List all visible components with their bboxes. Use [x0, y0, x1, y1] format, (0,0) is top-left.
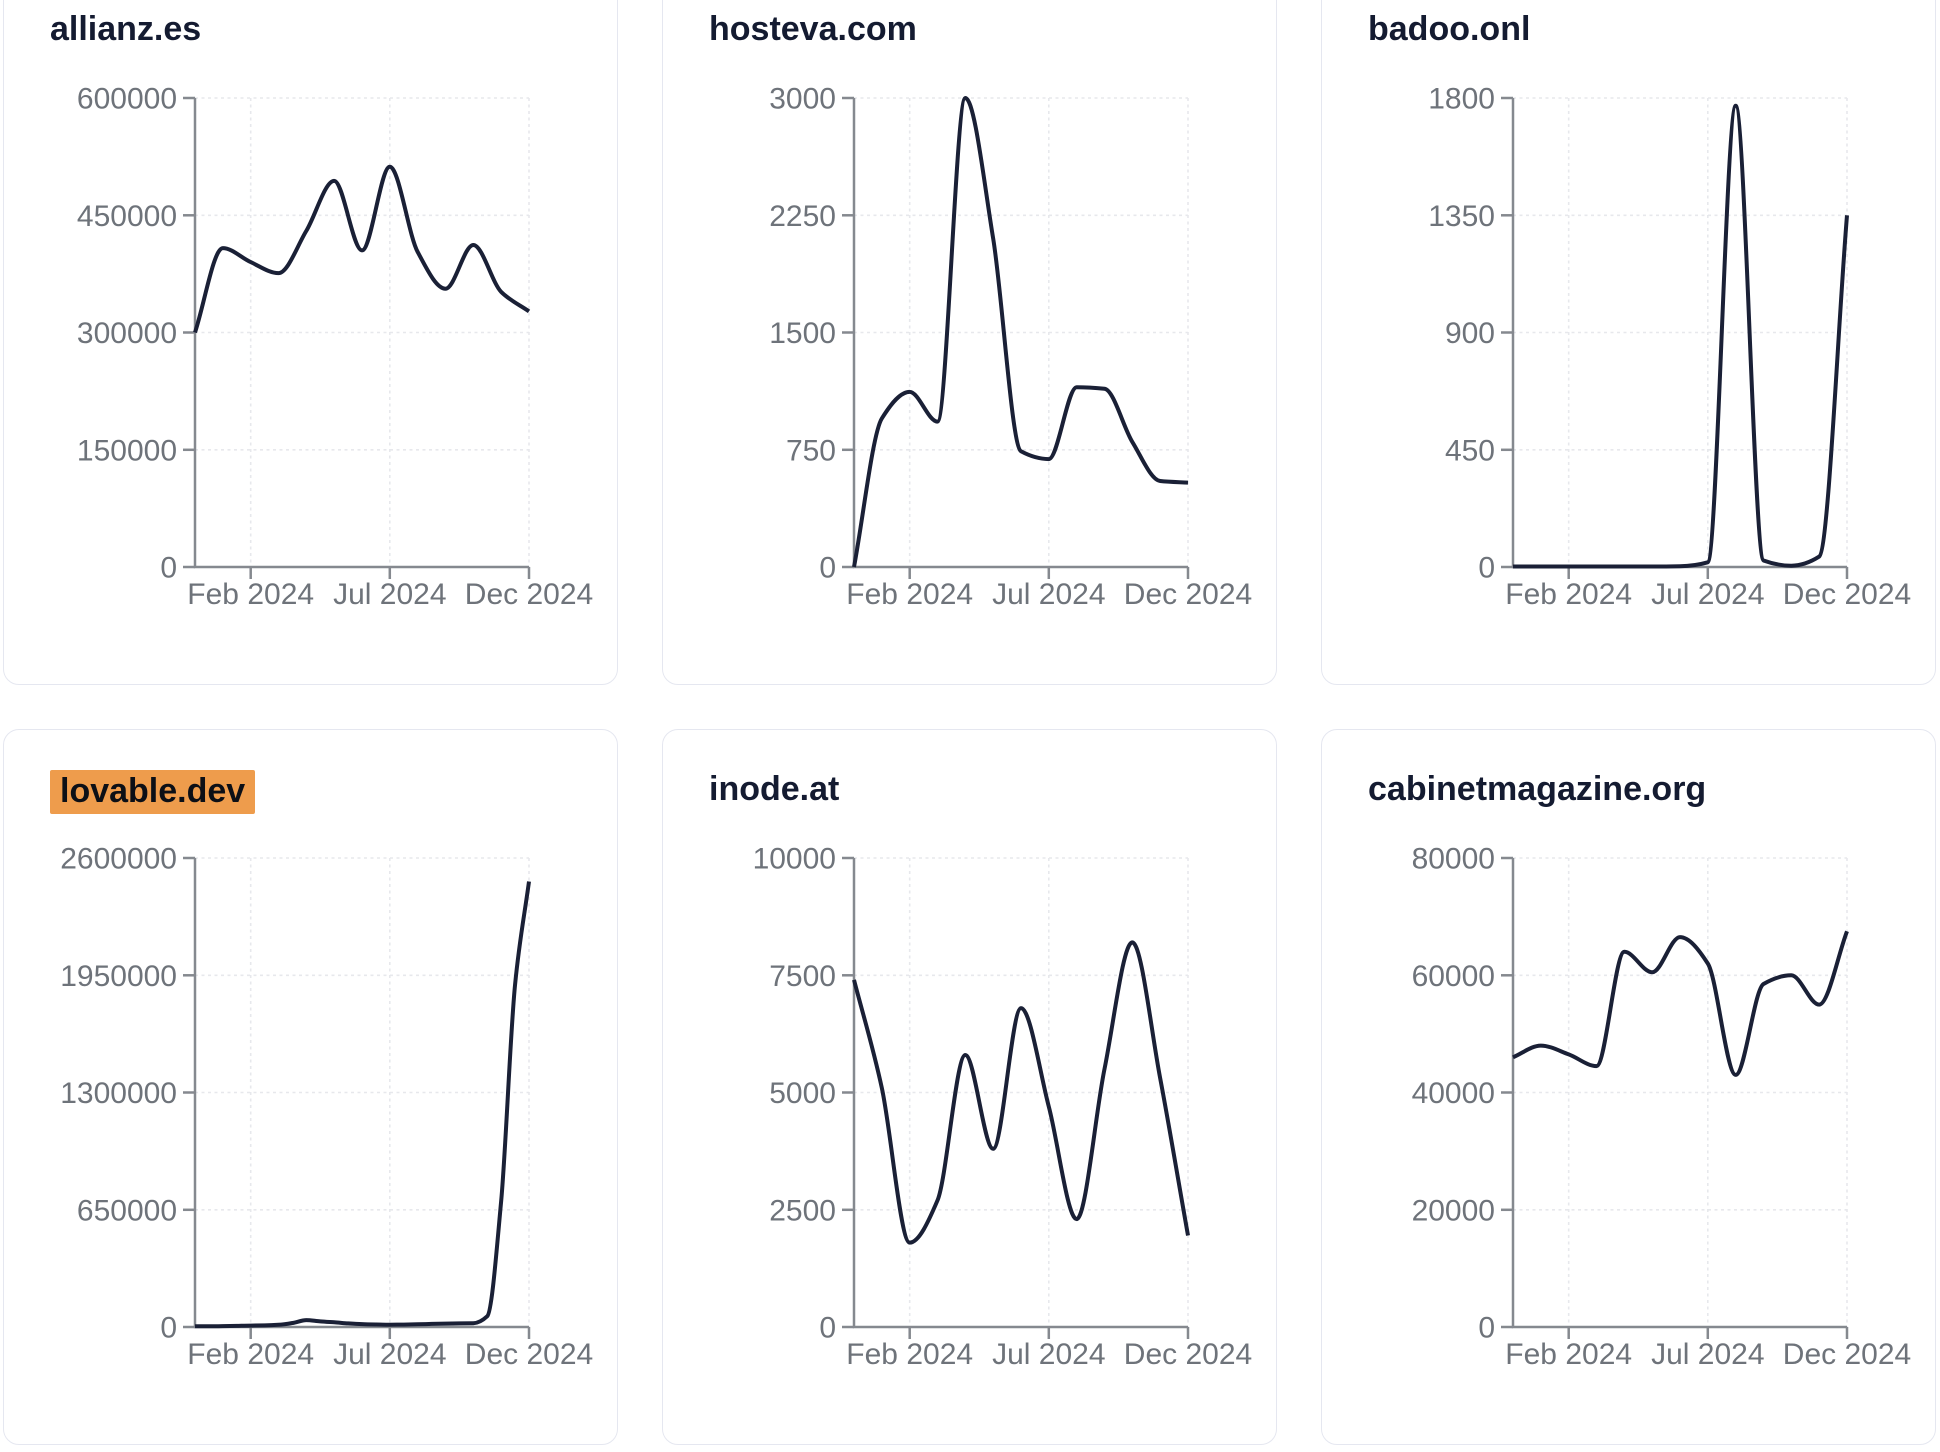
- axis-lines: [852, 858, 1188, 1329]
- y-tick-label: 150000: [77, 434, 177, 467]
- chart-title: allianz.es: [50, 10, 201, 48]
- y-tick-label: 2500: [769, 1194, 836, 1227]
- domain-label: allianz.es: [50, 10, 202, 48]
- x-tick-label: Jul 2024: [992, 1338, 1105, 1371]
- y-tick-label: 2250: [769, 200, 836, 233]
- traffic-line-chart: 0 450 900 1350 1800 Feb 2024 Jul 2024 Dec 2024: [1428, 83, 1911, 612]
- chart-title: cabinetmagazine.org: [1368, 770, 1706, 808]
- domain-label: inode.at: [709, 770, 840, 808]
- x-tick-label: Dec 2024: [1124, 1338, 1252, 1371]
- y-tick-label: 7500: [769, 960, 836, 993]
- chart-title: lovable.dev: [50, 770, 256, 814]
- y-tick-label: 450: [1445, 434, 1495, 467]
- chart-card-allianz-es[interactable]: allianz.es 0 150000 300000 450000 600000 Feb …: [3, 0, 618, 685]
- y-tick-label: 5000: [769, 1077, 836, 1110]
- y-tick-label: 20000: [1412, 1194, 1495, 1227]
- traffic-line-chart: 0 2500 5000 7500 10000 Feb 2024 Jul 2024 Dec 20…: [753, 843, 1253, 1372]
- traffic-line-chart: 0 20000 40000 60000 80000 Feb 2024 Jul 2024 Dec…: [1412, 843, 1912, 1372]
- y-tick-label: 0: [819, 1312, 836, 1345]
- y-tick-label: 900: [1445, 317, 1495, 350]
- traffic-series-line: [193, 164, 531, 334]
- x-tick-label: Feb 2024: [187, 578, 314, 611]
- domain-label: hosteva.com: [709, 10, 917, 48]
- axis-lines: [1511, 98, 1847, 569]
- axis-lines: [1511, 858, 1847, 1329]
- x-tick-label: Feb 2024: [846, 1338, 973, 1371]
- chart-title: hosteva.com: [709, 10, 917, 48]
- traffic-series-line: [852, 96, 1189, 568]
- y-tick-label: 1800: [1428, 83, 1495, 116]
- x-tick-label: Jul 2024: [992, 578, 1105, 611]
- y-tick-label: 650000: [77, 1194, 177, 1227]
- x-tick-label: Dec 2024: [1783, 1338, 1911, 1371]
- traffic-series-line: [852, 940, 1190, 1245]
- y-tick-label: 600000: [77, 83, 177, 116]
- traffic-series-line: [195, 881, 531, 1329]
- y-tick-label: 1350: [1428, 200, 1495, 233]
- y-tick-label: 40000: [1412, 1077, 1495, 1110]
- x-tick-label: Feb 2024: [1505, 1338, 1632, 1371]
- chart-card-hosteva-com[interactable]: hosteva.com 0 750 1500 2250 3000 Feb 2024 Jul …: [662, 0, 1277, 685]
- y-tick-label: 1500: [769, 317, 836, 350]
- y-tick-label: 1950000: [60, 960, 177, 993]
- traffic-series-line: [1513, 103, 1849, 569]
- x-tick-label: Feb 2024: [187, 1338, 314, 1371]
- y-tick-label: 0: [160, 552, 177, 585]
- chart-card-badoo-onl[interactable]: badoo.onl 0 450 900 1350 1800 Feb 2024 Jul 202…: [1321, 0, 1936, 685]
- y-tick-label: 750: [786, 434, 836, 467]
- y-tick-label: 0: [819, 552, 836, 585]
- chart-title: badoo.onl: [1368, 10, 1530, 48]
- y-tick-label: 60000: [1412, 960, 1495, 993]
- axis-lines: [193, 98, 529, 569]
- traffic-line-chart: 0 750 1500 2250 3000 Feb 2024 Jul 2024 Dec 2024: [769, 83, 1252, 612]
- axis-lines: [852, 98, 1188, 569]
- domain-label: badoo.onl: [1368, 10, 1531, 48]
- x-tick-label: Jul 2024: [1651, 1338, 1764, 1371]
- x-tick-label: Dec 2024: [465, 578, 593, 611]
- x-tick-label: Jul 2024: [1651, 578, 1764, 611]
- x-tick-label: Jul 2024: [333, 578, 446, 611]
- x-tick-label: Dec 2024: [465, 1338, 593, 1371]
- y-tick-label: 0: [1478, 552, 1495, 585]
- traffic-line-chart: 0 150000 300000 450000 600000 Feb 2024 Jul 202…: [77, 83, 593, 612]
- y-tick-label: 10000: [753, 843, 836, 876]
- y-tick-label: 450000: [77, 200, 177, 233]
- chart-card-inode-at[interactable]: inode.at 0 2500 5000 7500 10000 Feb 2024 Jul 2…: [662, 729, 1277, 1445]
- chart-card-cabinetmagazine-org[interactable]: cabinetmagazine.org 0 20000 40000 60000 8000…: [1321, 729, 1936, 1445]
- x-tick-label: Feb 2024: [1505, 578, 1632, 611]
- domain-label: lovable.dev: [50, 770, 256, 814]
- y-tick-label: 1300000: [60, 1077, 177, 1110]
- x-tick-label: Dec 2024: [1783, 578, 1911, 611]
- domain-label: cabinetmagazine.org: [1368, 770, 1707, 808]
- y-tick-label: 0: [160, 1312, 177, 1345]
- y-tick-label: 3000: [769, 83, 836, 116]
- y-tick-label: 300000: [77, 317, 177, 350]
- y-tick-label: 0: [1478, 1312, 1495, 1345]
- traffic-charts-grid: allianz.es 0 150000 300000 450000 600000 Feb …: [3, 0, 1936, 1445]
- x-tick-label: Feb 2024: [846, 578, 973, 611]
- y-tick-label: 2600000: [60, 843, 177, 876]
- traffic-line-chart: 0 650000 1300000 1950000 2600000 Feb 2024 Jul …: [60, 843, 593, 1372]
- x-tick-label: Dec 2024: [1124, 578, 1252, 611]
- y-tick-label: 80000: [1412, 843, 1495, 876]
- chart-title: inode.at: [709, 770, 839, 808]
- chart-card-lovable-dev[interactable]: lovable.dev 0 650000 1300000 1950000 2600000…: [3, 729, 618, 1445]
- x-tick-label: Jul 2024: [333, 1338, 446, 1371]
- axis-lines: [193, 858, 529, 1329]
- traffic-series-line: [1512, 930, 1849, 1077]
